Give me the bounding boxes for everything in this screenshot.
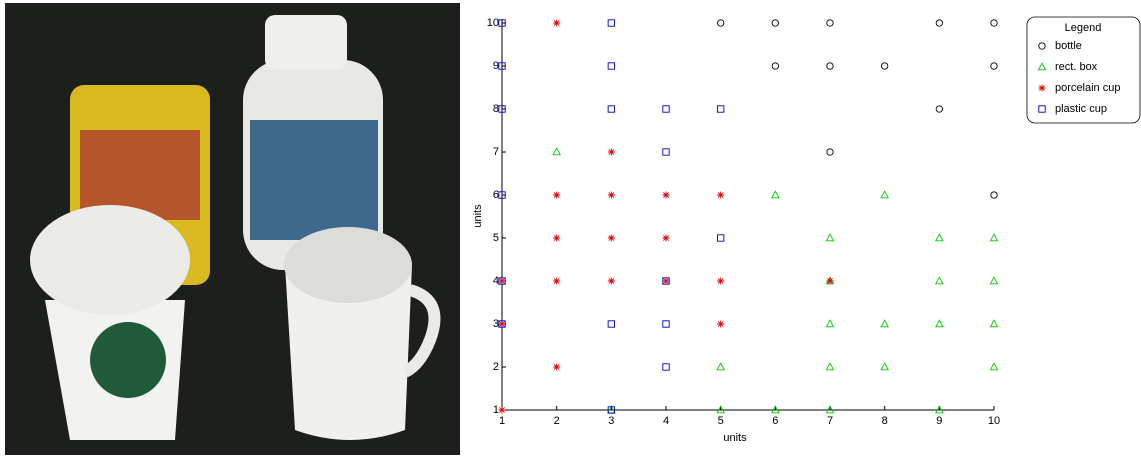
y-tick-label: 9 — [493, 60, 499, 72]
point — [717, 20, 723, 26]
point — [881, 363, 888, 370]
point — [608, 321, 614, 327]
point — [827, 20, 833, 26]
x-tick-label: 4 — [663, 415, 669, 427]
legend-label: rect. box — [1055, 61, 1098, 73]
figure: units units Legend 1 2 3 4 5 6 7 8 9 10 1 2 3 4 5 6 7 8 9 1… — [0, 0, 1141, 457]
legend-label: porcelain cup — [1055, 82, 1120, 94]
point — [772, 191, 779, 198]
point — [717, 278, 724, 285]
point — [663, 149, 669, 155]
point — [772, 63, 778, 69]
point — [717, 235, 723, 241]
y-tick-label: 10 — [487, 17, 499, 29]
point — [936, 106, 942, 112]
point — [608, 63, 614, 69]
photo — [5, 3, 460, 455]
point — [608, 192, 615, 199]
photo-mug-rim — [284, 227, 412, 303]
photo-bottle-label — [250, 120, 378, 240]
point — [553, 20, 560, 27]
point — [936, 20, 942, 26]
point — [881, 320, 888, 327]
point — [663, 106, 669, 112]
point — [772, 20, 778, 26]
photo-cup-logo — [90, 322, 166, 398]
x-tick-label: 1 — [499, 415, 505, 427]
x-tick-label: 3 — [608, 415, 614, 427]
point — [827, 278, 834, 285]
point — [827, 63, 833, 69]
photo-bottle-cap — [265, 15, 347, 70]
x-tick-label: 2 — [554, 415, 560, 427]
photo-cup-lid — [30, 205, 190, 315]
point — [608, 20, 614, 26]
point — [936, 320, 943, 327]
point — [990, 320, 997, 327]
x-tick-label: 5 — [718, 415, 724, 427]
point — [991, 63, 997, 69]
y-tick-label: 5 — [493, 232, 499, 244]
point — [608, 278, 615, 285]
point — [717, 192, 724, 199]
point — [717, 321, 724, 328]
point — [499, 278, 506, 285]
x-tick-label: 9 — [936, 415, 942, 427]
point — [826, 320, 833, 327]
point — [990, 363, 997, 370]
y-tick-label: 3 — [493, 318, 499, 330]
point — [826, 363, 833, 370]
point — [827, 149, 833, 155]
x-tick-label: 8 — [882, 415, 888, 427]
point — [881, 191, 888, 198]
y-tick-label: 1 — [493, 404, 499, 416]
point — [553, 192, 560, 199]
point — [826, 234, 833, 241]
point — [936, 234, 943, 241]
point — [608, 149, 615, 156]
x-tick-label: 6 — [772, 415, 778, 427]
x-tick-label: 10 — [988, 415, 1000, 427]
y-tick-label: 2 — [493, 361, 499, 373]
point — [881, 63, 887, 69]
x-tick-label: 7 — [827, 415, 833, 427]
y-tick-label: 4 — [493, 275, 499, 287]
y-tick-label: 7 — [493, 146, 499, 158]
point — [553, 235, 560, 242]
point — [553, 148, 560, 155]
point — [990, 277, 997, 284]
point — [663, 321, 669, 327]
point — [717, 363, 724, 370]
legend-title: Legend — [1065, 22, 1102, 34]
point — [936, 277, 943, 284]
point — [663, 192, 670, 199]
point — [991, 192, 997, 198]
y-axis-label: units — [472, 204, 484, 228]
page: {"chart_data": { "type": "scatter", "xla… — [0, 0, 1141, 457]
y-tick-label: 6 — [493, 189, 499, 201]
point — [663, 278, 670, 285]
legend-label: plastic cup — [1055, 103, 1107, 115]
point — [663, 235, 670, 242]
y-tick-label: 8 — [493, 103, 499, 115]
point — [717, 106, 723, 112]
point — [499, 407, 506, 414]
point — [553, 364, 560, 371]
legend-marker — [1039, 85, 1046, 92]
point — [553, 278, 560, 285]
point — [608, 106, 614, 112]
x-axis-label: units — [723, 432, 747, 444]
point — [990, 234, 997, 241]
legend-label: bottle — [1055, 40, 1082, 52]
point — [663, 364, 669, 370]
point — [608, 235, 615, 242]
point — [499, 321, 506, 328]
point — [991, 20, 997, 26]
